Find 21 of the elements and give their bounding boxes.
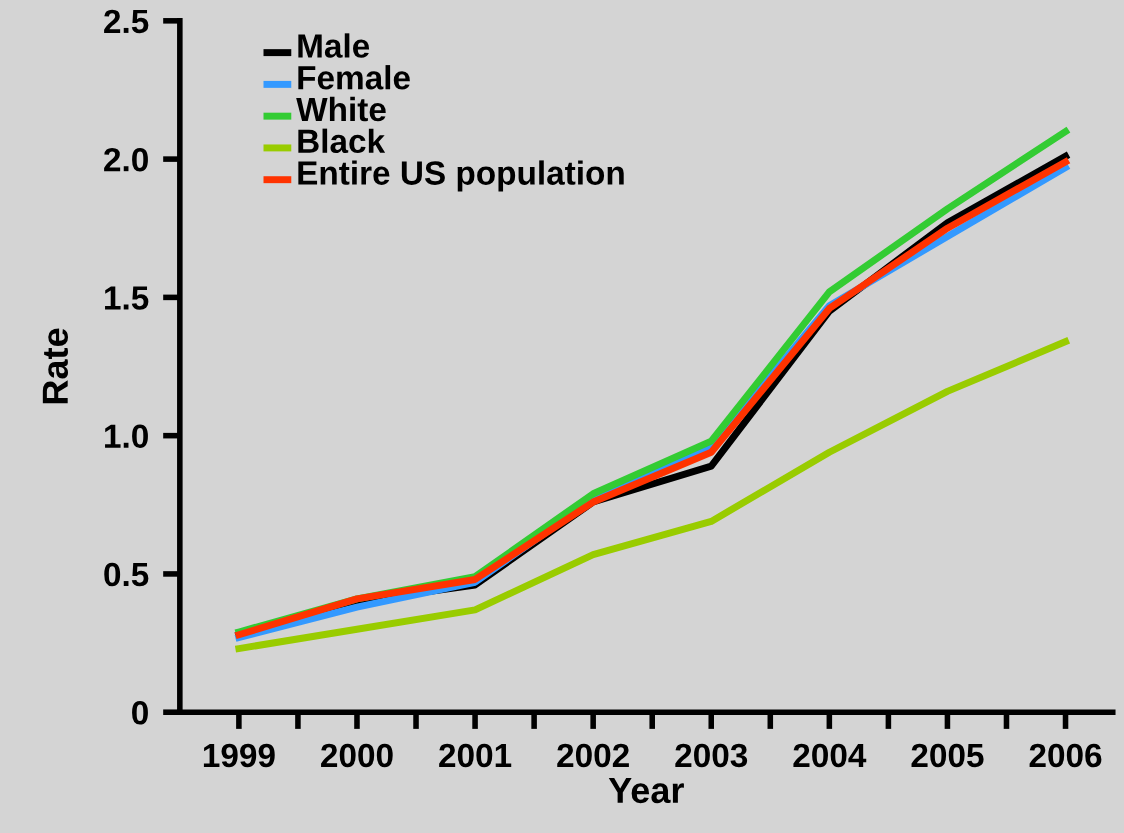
x-tick-label: 2001 — [439, 743, 512, 768]
x-tick-label: 2004 — [793, 743, 867, 768]
y-tick-label: 2.0 — [104, 147, 148, 172]
x-tick-label: 2005 — [911, 743, 984, 768]
x-tick-label: 2000 — [321, 743, 393, 768]
y-tick-label: 0.5 — [104, 562, 149, 587]
y-axis-title: Rate — [42, 328, 69, 404]
x-tick-label: 2003 — [675, 743, 748, 768]
y-tick-label: 1.0 — [105, 424, 148, 449]
x-tick-label: 2002 — [557, 743, 629, 768]
legend-label: Black — [298, 128, 386, 154]
x-axis-title: Year — [608, 777, 684, 804]
y-tick-label: 0 — [132, 701, 148, 725]
y-tick-label: 1.5 — [105, 286, 149, 310]
y-tick-label: 2.5 — [104, 9, 149, 34]
x-tick-label: 1999 — [203, 743, 275, 768]
legend-label: White — [296, 96, 386, 122]
legend-label: Female — [298, 65, 410, 90]
legend-label: Male — [298, 33, 370, 58]
legend-label: Entire US population — [298, 160, 624, 192]
x-tick-label: 2006 — [1029, 743, 1102, 768]
